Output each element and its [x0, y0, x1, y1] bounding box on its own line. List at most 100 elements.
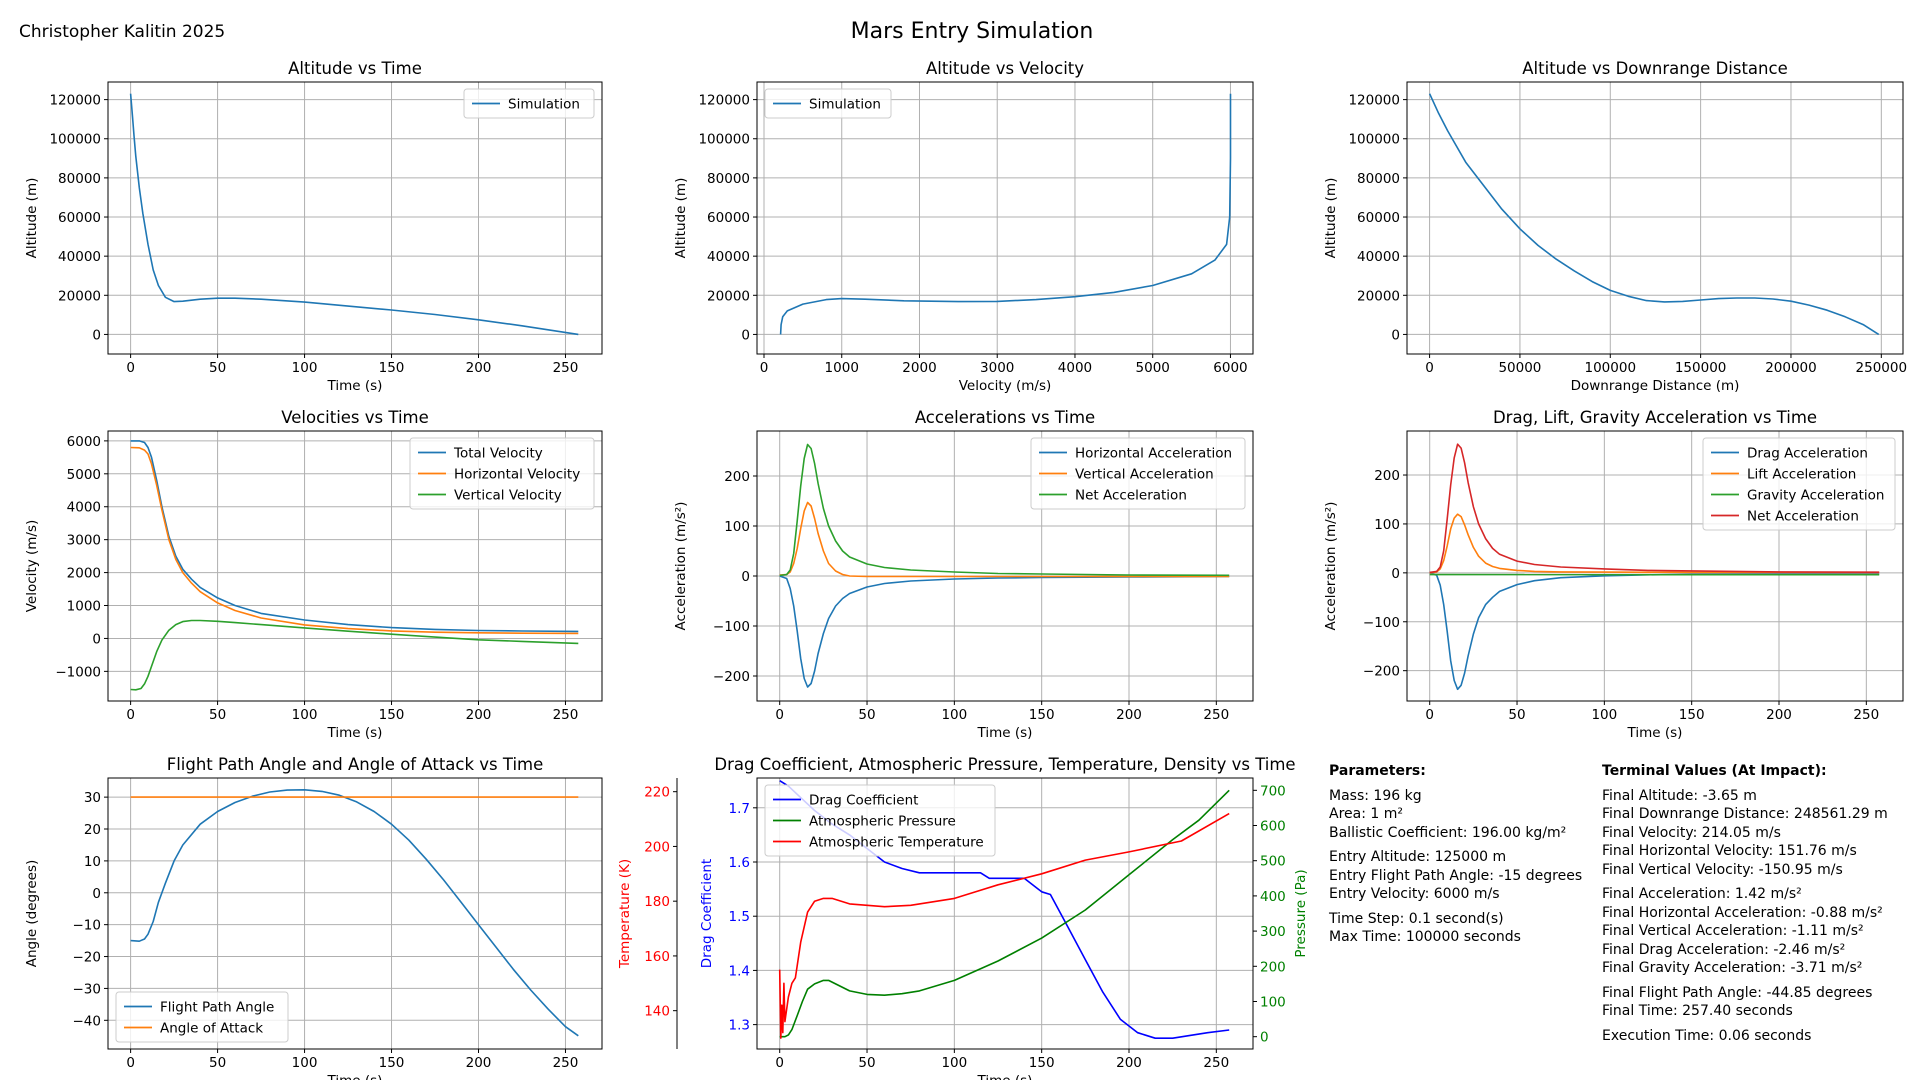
y-tick-label: −100 [1363, 615, 1400, 631]
x-tick-label: 250000 [1856, 360, 1908, 376]
y-tick-label: 10 [84, 854, 101, 870]
panel-line: Final Velocity: 214.05 m/s [1602, 824, 1781, 841]
y-tick-label: −20 [73, 950, 102, 966]
x-tick-label: 150 [1029, 1055, 1055, 1071]
y-tick-label: −100 [713, 619, 750, 635]
panel-line: Final Time: 257.40 seconds [1602, 1003, 1793, 1019]
x-tick-label: 100 [941, 707, 967, 723]
legend-label: Drag Acceleration [1747, 446, 1868, 462]
x-tick-label: 4000 [1058, 360, 1092, 376]
y-tick-label: 100 [724, 519, 750, 535]
y-tick-label: 0 [92, 327, 101, 343]
y-tick-label: −40 [73, 1013, 102, 1029]
y-tick-label: 100000 [1348, 132, 1400, 148]
x-tick-label: 100000 [1585, 360, 1637, 376]
x-tick-label: 250 [1203, 707, 1229, 723]
y-tick-label: 1.5 [729, 909, 750, 925]
y-tick-label: 1.4 [729, 963, 750, 979]
x-tick-label: 100 [292, 707, 318, 723]
x-tick-label: 150 [379, 707, 405, 723]
chart-title: Drag, Lift, Gravity Acceleration vs Time [1493, 408, 1817, 427]
y-tick-label: 100000 [49, 132, 101, 148]
series-line-simulation [779, 93, 1232, 335]
y-tick-label: 60000 [58, 210, 101, 226]
y-axis-label: Angle (degrees) [24, 860, 40, 968]
x-tick-label: 50 [209, 707, 226, 723]
pressure-axis-label: Pressure (Pa) [1293, 869, 1309, 957]
panel-line: Entry Velocity: 6000 m/s [1329, 886, 1500, 902]
x-tick-label: 50000 [1498, 360, 1541, 376]
y-axis-label: Drag Coefficient [699, 859, 715, 968]
y-tick-label: 4000 [67, 500, 101, 516]
chart-fpa_time: 0 50 100 150 200 250 −40 −30 −20 −10 0 10 20 30 Flight… [24, 755, 603, 1080]
legend-label: Lift Acceleration [1747, 467, 1856, 483]
series-line-atmospheric-temperature [778, 812, 1230, 1039]
panel-line: Time Step: 0.1 second(s) [1329, 910, 1504, 927]
legend-label: Atmospheric Pressure [809, 814, 956, 830]
legend-label: Atmospheric Temperature [809, 835, 984, 851]
series-line-horizontal-velocity [130, 446, 579, 635]
legend-label: Angle of Attack [160, 1021, 263, 1037]
legend-label: Total Velocity [453, 446, 543, 462]
temperature-tick-label: 180 [644, 894, 670, 910]
y-tick-label: 30 [84, 790, 101, 806]
x-axis-label: Time (s) [977, 725, 1033, 741]
legend-box [1030, 437, 1246, 510]
pressure-tick-label: 600 [1260, 819, 1286, 835]
panel-line: Final Drag Acceleration: -2.46 m/s² [1602, 941, 1846, 958]
legend: Simulation [463, 88, 595, 119]
axes-frame [107, 81, 603, 355]
chart-vel_time: 0 50 100 150 200 250 −1000 0 1000 2000 3000 4000 500… [24, 408, 603, 741]
x-tick-label: 150 [1679, 707, 1705, 723]
legend-label: Vertical Acceleration [1075, 467, 1214, 483]
y-tick-label: 0 [741, 327, 750, 343]
panel-line: Mass: 196 kg [1329, 787, 1422, 804]
panel-line: Final Altitude: -3.65 m [1602, 787, 1757, 804]
x-tick-label: 150 [1029, 707, 1055, 723]
series-line-net-acceleration [1429, 443, 1880, 574]
y-tick-label: 40000 [58, 249, 101, 265]
pressure-tick-label: 300 [1260, 924, 1286, 940]
x-tick-label: 50 [1508, 707, 1525, 723]
y-axis-label: Altitude (m) [673, 178, 689, 259]
x-axis-label: Velocity (m/s) [959, 378, 1052, 394]
y-tick-label: 1.3 [729, 1018, 750, 1034]
temperature-tick-label: 140 [644, 1004, 670, 1020]
chart-alt_down: 0 50000 100000 150000 200000 250000 0 20000 4000… [1323, 59, 1907, 394]
x-tick-label: 250 [553, 1055, 579, 1071]
panel-heading: Terminal Values (At Impact): [1602, 763, 1827, 779]
x-tick-label: 50 [858, 1055, 875, 1071]
series-line-simulation [129, 93, 579, 336]
chart-atmo_time: 0 50 100 150 200 250 1.3 1.4 1.5 1.6 1.7 Drag Coeff… [617, 755, 1309, 1080]
series-line-net-acceleration [779, 443, 1230, 577]
y-tick-label: 3000 [67, 533, 101, 549]
legend: Horizontal Acceleration Vertical Accelera… [1030, 437, 1246, 510]
axes-frame [107, 777, 603, 1050]
author-label: Christopher Kalitin 2025 [19, 22, 225, 42]
x-tick-label: 0 [1425, 360, 1434, 376]
series-line-drag-acceleration [1429, 572, 1880, 691]
y-tick-label: 200 [724, 469, 750, 485]
legend: Total Velocity Horizontal Velocity Vertica… [409, 437, 595, 510]
x-tick-label: 2000 [902, 360, 936, 376]
x-tick-label: 150 [379, 360, 405, 376]
panel-line: Final Flight Path Angle: -44.85 degrees [1602, 984, 1873, 1001]
temperature-tick-label: 160 [644, 949, 670, 965]
parameters-panel: Parameters: Mass: 196 kg Area: 1 m² Ballist… [1329, 762, 1582, 947]
panel-line: Entry Flight Path Angle: -15 degrees [1329, 867, 1583, 884]
axes-frame [107, 430, 603, 702]
y-tick-label: −200 [1363, 664, 1400, 680]
y-tick-label: 6000 [67, 434, 101, 450]
x-axis-label: Time (s) [327, 725, 383, 741]
x-tick-label: 200 [1766, 707, 1792, 723]
x-axis-label: Time (s) [1627, 725, 1683, 741]
y-tick-label: 80000 [707, 171, 750, 187]
y-tick-label: −1000 [55, 664, 101, 680]
x-tick-label: 200 [466, 360, 492, 376]
y-tick-label: 120000 [49, 93, 101, 109]
figure-title: Mars Entry Simulation [851, 19, 1094, 44]
legend-label: Horizontal Velocity [454, 467, 580, 483]
temperature-tick-label: 220 [644, 785, 670, 801]
y-axis-label: Acceleration (m/s²) [1323, 502, 1339, 631]
legend-box [463, 88, 595, 119]
